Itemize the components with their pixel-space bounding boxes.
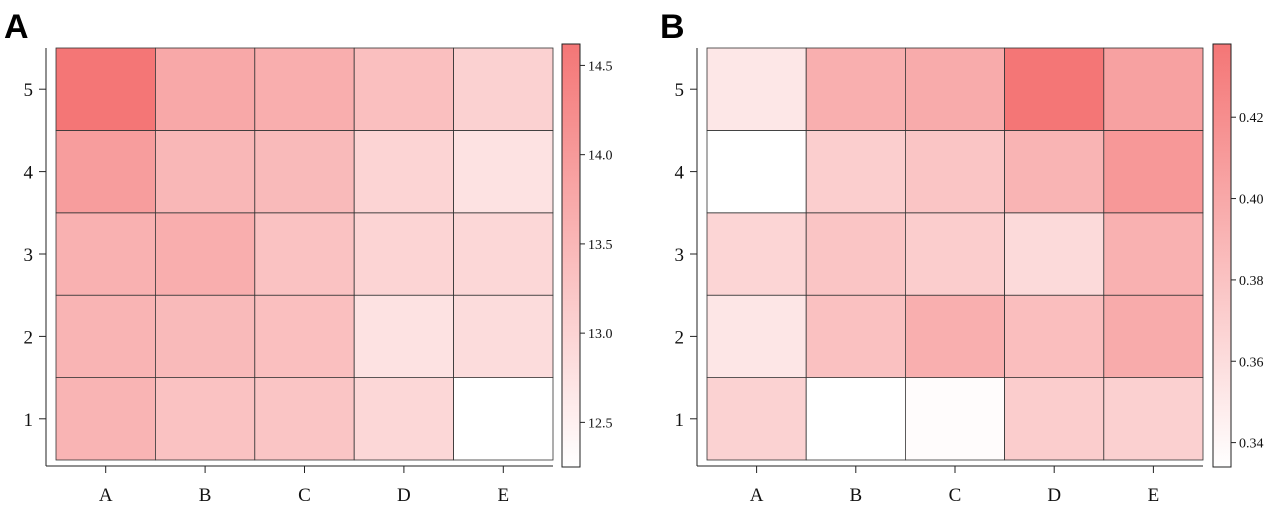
y-tick-label: 3 [675, 245, 685, 266]
heatmap-cell-D-5 [1004, 47, 1105, 131]
colorbar-tick-label: 0.40 [1239, 193, 1264, 208]
heatmap-cell-D-1 [353, 377, 455, 461]
heatmap-cell-B-1 [805, 377, 906, 461]
y-tick-label: 5 [24, 80, 34, 101]
heatmap-cell-B-4 [154, 129, 256, 214]
heatmap-cell-B-2 [805, 294, 906, 379]
heatmap-panel-a: A A B C D E 1 2 3 4 5 12.5 13.0 13.5 14.0 14.5 [4, 8, 613, 505]
heatmap-cell-A-5 [55, 47, 156, 131]
x-tick-label: D [1047, 485, 1061, 505]
x-tick-label: D [397, 485, 411, 505]
x-tick-label: C [949, 485, 962, 505]
panel-label: B [660, 8, 685, 46]
y-tick-label: 1 [24, 410, 34, 431]
y-tick-label: 4 [675, 163, 685, 184]
heatmap-cell-A-1 [706, 377, 807, 461]
heatmap-cell-D-4 [1004, 129, 1105, 214]
x-tick-label: A [99, 485, 113, 505]
heatmap-cell-C-4 [254, 129, 355, 214]
heatmap-cell-E-3 [1103, 212, 1204, 296]
heatmap-cell-C-2 [905, 294, 1006, 379]
heatmap-cell-E-5 [1103, 47, 1204, 131]
y-tick-label: 1 [675, 410, 685, 431]
heatmap-cell-B-3 [805, 212, 906, 296]
colorbar-tick-label: 14.5 [588, 59, 613, 74]
x-tick-label: C [298, 485, 311, 505]
colorbar-tick-label: 0.36 [1239, 355, 1264, 370]
x-tick-label: B [199, 485, 212, 505]
panel-label: A [4, 8, 29, 46]
heatmap-cell-E-3 [453, 212, 554, 296]
heatmap-cell-C-5 [254, 47, 355, 131]
y-tick-label: 5 [675, 80, 685, 101]
heatmap-cell-E-4 [453, 129, 554, 214]
heatmap-cell-E-4 [1103, 129, 1204, 214]
colorbar [1212, 43, 1232, 468]
heatmap-cell-C-5 [905, 47, 1006, 131]
heatmap-cell-D-3 [353, 212, 455, 296]
colorbar-tick-label: 0.38 [1239, 274, 1264, 289]
heatmap-cell-A-4 [55, 129, 156, 214]
heatmap-cell-B-2 [154, 294, 256, 379]
heatmap-cell-D-2 [1004, 294, 1105, 379]
colorbar-tick-label: 0.34 [1239, 437, 1264, 452]
heatmap-cell-D-5 [353, 47, 455, 131]
heatmap-cell-C-4 [905, 129, 1006, 214]
colorbar-tick-label: 13.5 [588, 238, 613, 253]
y-tick-label: 3 [24, 245, 34, 266]
heatmap-cell-A-1 [55, 377, 156, 461]
heatmap-cell-B-5 [805, 47, 906, 131]
heatmap-cell-A-2 [55, 294, 156, 379]
heatmap-cell-A-2 [706, 294, 807, 379]
heatmap-cell-A-5 [706, 47, 807, 131]
colorbar-tick-label: 14.0 [588, 149, 613, 164]
heatmap-cell-D-2 [353, 294, 455, 379]
heatmap-cell-D-1 [1004, 377, 1105, 461]
heatmap-cell-A-3 [55, 212, 156, 296]
heatmap-cell-E-2 [1103, 294, 1204, 379]
heatmap-cell-D-3 [1004, 212, 1105, 296]
colorbar-tick-label: 13.0 [588, 327, 613, 342]
x-tick-label: E [1148, 485, 1160, 505]
x-tick-label: A [750, 485, 764, 505]
heatmap-cell-C-3 [254, 212, 355, 296]
colorbar [561, 43, 581, 468]
heatmap-cell-C-3 [905, 212, 1006, 296]
heatmap-cell-E-1 [1103, 377, 1204, 461]
x-tick-label: E [497, 485, 509, 505]
y-tick-label: 2 [24, 327, 34, 348]
heatmap-panel-b: B A B C D E 1 2 3 4 5 0.34 0.36 0.38 0.40 0.42 [660, 8, 1264, 505]
heatmap-cell-C-2 [254, 294, 355, 379]
colorbar-tick-label: 12.5 [588, 416, 613, 431]
heatmap-cell-B-4 [805, 129, 906, 214]
heatmap-cell-D-4 [353, 129, 455, 214]
heatmap-cell-B-3 [154, 212, 256, 296]
heatmap-cell-E-2 [453, 294, 554, 379]
heatmap-cell-B-5 [154, 47, 256, 131]
y-tick-label: 4 [24, 163, 34, 184]
heatmap-cell-A-4 [706, 129, 807, 214]
x-tick-label: B [849, 485, 862, 505]
heatmap-cell-E-1 [453, 377, 554, 461]
colorbar-tick-label: 0.42 [1239, 111, 1264, 126]
y-tick-label: 2 [675, 327, 685, 348]
heatmap-cell-E-5 [453, 47, 554, 131]
heatmap-cell-A-3 [706, 212, 807, 296]
heatmap-cell-B-1 [154, 377, 256, 461]
heatmap-cell-C-1 [905, 377, 1006, 461]
heatmap-cell-C-1 [254, 377, 355, 461]
